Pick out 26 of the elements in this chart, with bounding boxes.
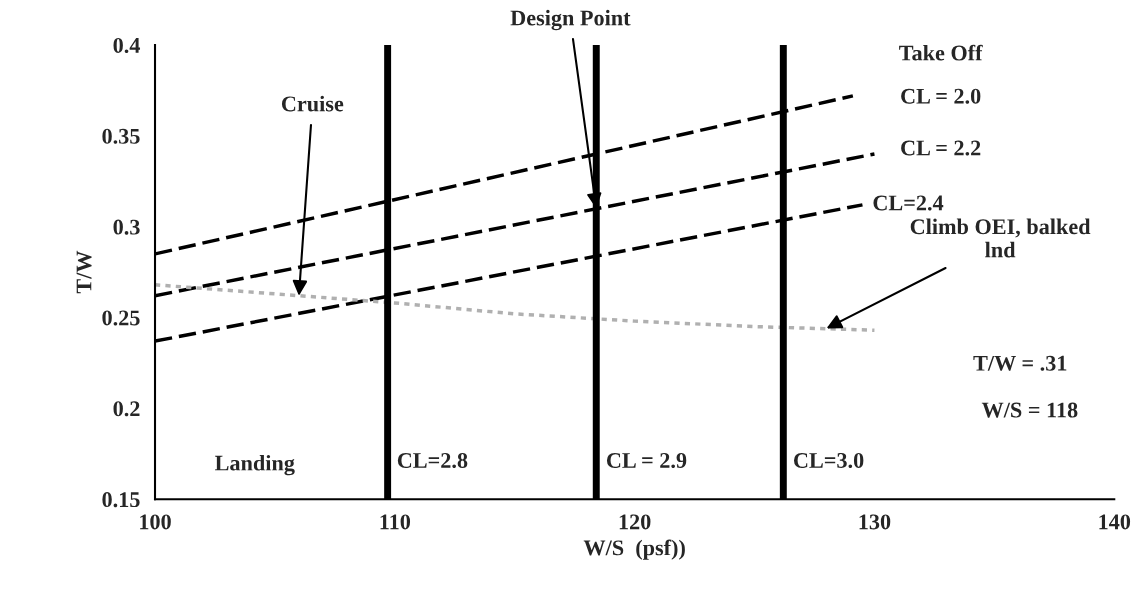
x-axis-title: W/S (psf)) bbox=[583, 539, 685, 560]
x-tick-label: 130 bbox=[859, 514, 891, 530]
y-tick-label: 0.4 bbox=[113, 37, 141, 54]
y-tick-label: 0.15 bbox=[102, 492, 140, 508]
annotation: T/W = .31 bbox=[973, 355, 1067, 371]
annotation: Climb OEI, balked lnd bbox=[910, 218, 1091, 258]
x-tick-label: 140 bbox=[1099, 514, 1131, 530]
x-tick-label: 110 bbox=[380, 514, 411, 530]
annotation: CL = 2.9 bbox=[606, 453, 687, 469]
annotation: Cruise bbox=[281, 95, 344, 112]
annotation: Take Off bbox=[899, 44, 983, 61]
annotation: CL=2.4 bbox=[873, 195, 944, 211]
annotation: Design Point bbox=[510, 9, 631, 31]
y-tick-label: 0.3 bbox=[113, 219, 140, 235]
x-tick-label: 100 bbox=[140, 514, 171, 530]
y-axis-title: T/W bbox=[76, 250, 92, 294]
y-tick-label: 0.25 bbox=[102, 310, 140, 326]
y-tick-label: 0.2 bbox=[113, 401, 140, 417]
annotation: W/S = 118 bbox=[981, 402, 1078, 418]
annotation: CL=3.0 bbox=[794, 452, 864, 469]
x-tick-label: 120 bbox=[619, 514, 651, 530]
annotation: CL=2.8 bbox=[397, 452, 468, 469]
annotation: CL = 2.0 bbox=[901, 88, 981, 104]
annotation: Landing bbox=[215, 454, 295, 476]
y-tick-label: 0.35 bbox=[102, 128, 140, 144]
annotation: CL = 2.2 bbox=[901, 140, 981, 156]
